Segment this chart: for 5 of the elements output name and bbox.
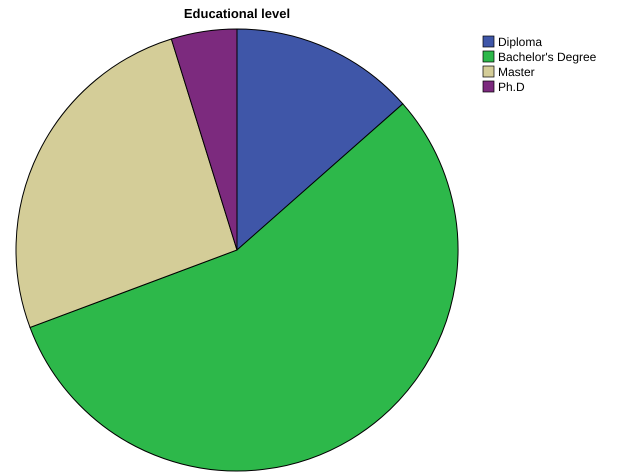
legend-label: Bachelor's Degree xyxy=(498,50,597,64)
legend-label: Ph.D xyxy=(498,80,526,94)
chart-title: Educational level xyxy=(184,6,290,21)
legend-label: Master xyxy=(498,65,535,79)
legend-label: Diploma xyxy=(498,35,542,49)
